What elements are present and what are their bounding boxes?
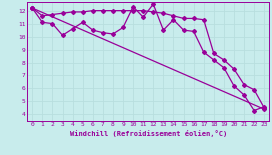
X-axis label: Windchill (Refroidissement éolien,°C): Windchill (Refroidissement éolien,°C) [70,130,227,137]
